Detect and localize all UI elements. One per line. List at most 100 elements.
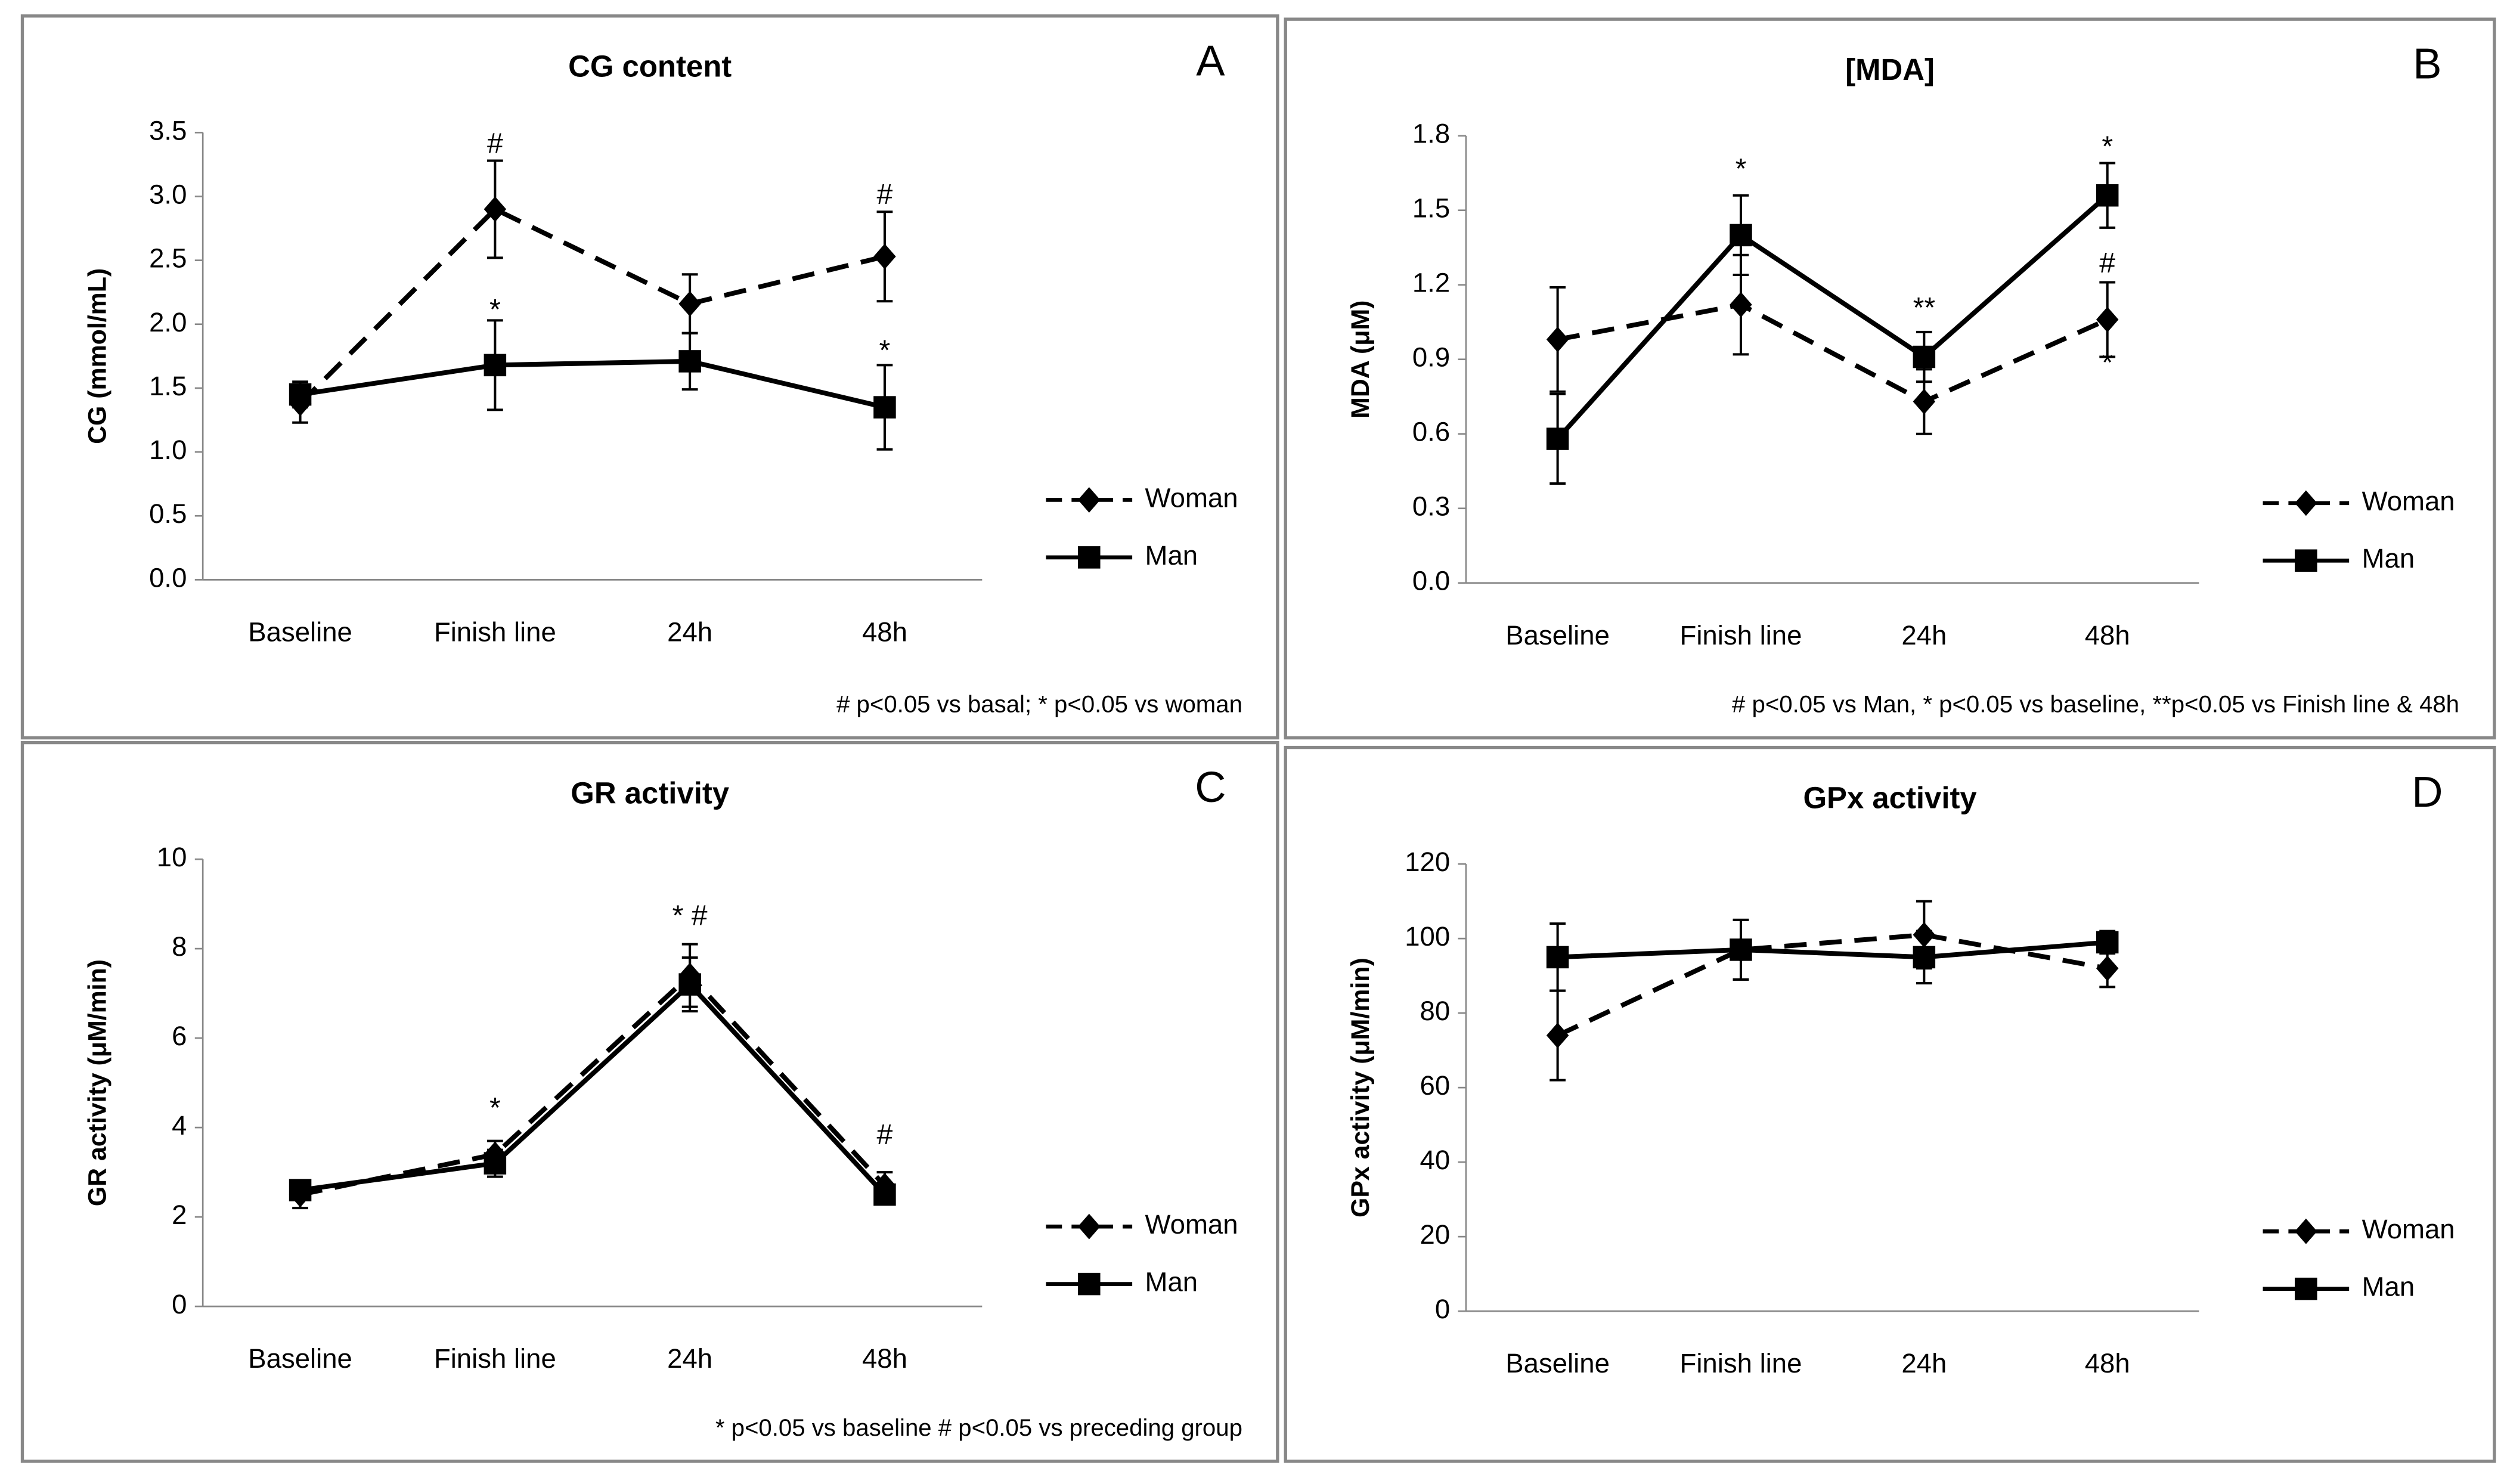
data-point (2096, 931, 2119, 954)
panel-border (20, 741, 1279, 1463)
legend-marker (1078, 1272, 1101, 1296)
legend-marker (1078, 1213, 1101, 1240)
y-tick-label: 0.3 (1412, 491, 1450, 522)
y-tick-label: 1.5 (1412, 193, 1450, 224)
y-tick-label: 80 (1420, 996, 1451, 1026)
y-axis-label: CG (mmol/mL) (83, 268, 111, 444)
data-point (1730, 224, 1752, 247)
data-point (1913, 345, 1936, 368)
panel: GR activity C GR activity (μM/min) 0 2 4 6 8 10 B… (20, 741, 1279, 1463)
data-point (1913, 389, 1936, 414)
legend-label: Woman (1145, 482, 1238, 513)
chart-title: GR activity (571, 776, 729, 810)
legend-marker (1078, 487, 1101, 513)
series-line (1557, 940, 2108, 960)
data-point (1546, 326, 1569, 352)
legend-marker (2295, 490, 2317, 516)
chart-title: CG content (568, 49, 732, 83)
y-tick-label: 0.0 (149, 562, 187, 593)
panel-letter: A (1196, 37, 1225, 85)
panel: CG content A CG (mmol/mL) 0.0 0.5 1.0 1.5 2.0 2.… (20, 14, 1279, 740)
data-point (873, 1183, 896, 1206)
x-tick-label: 24h (1901, 1348, 1947, 1378)
y-tick-label: 20 (1420, 1219, 1451, 1250)
legend-marker (2295, 1218, 2317, 1244)
data-point (678, 350, 701, 373)
y-tick-label: 3.5 (149, 115, 187, 145)
data-point (289, 383, 312, 406)
annotation: # (487, 128, 503, 160)
chart-title: GPx activity (1803, 780, 1977, 814)
x-tick-label: Baseline (1505, 620, 1610, 650)
y-axis-label: MDA (μM) (1346, 300, 1375, 419)
x-tick-label: Baseline (1505, 1348, 1610, 1378)
series-line (299, 972, 887, 1197)
x-tick-label: 24h (667, 616, 712, 647)
y-tick-label: 4 (172, 1110, 187, 1141)
y-tick-label: 0 (172, 1289, 187, 1319)
panel-border (20, 14, 1279, 740)
y-tick-label: 0.6 (1412, 417, 1450, 447)
panel-border (1284, 745, 2496, 1463)
series-line (1555, 193, 2109, 441)
x-tick-label: 24h (667, 1343, 712, 1374)
data-point (2096, 306, 2119, 333)
x-tick-label: Finish line (434, 1343, 556, 1374)
y-tick-label: 120 (1405, 847, 1450, 877)
legend-marker (2295, 549, 2317, 572)
annotation: # (877, 178, 893, 210)
legend-label: Woman (2362, 1214, 2455, 1244)
legend-label: Man (1145, 1267, 1198, 1297)
footnote: # p<0.05 vs basal; * p<0.05 vs woman (836, 691, 1242, 718)
annotation: * (2102, 346, 2113, 379)
data-point (2096, 184, 2119, 207)
annotation: * (489, 293, 501, 326)
y-tick-label: 10 (157, 842, 187, 872)
legend-marker (1078, 546, 1101, 569)
chart-title: [MDA] (1845, 52, 1935, 86)
y-tick-label: 0.9 (1412, 342, 1450, 373)
y-tick-label: 1.0 (149, 435, 187, 465)
footnote: * p<0.05 vs baseline # p<0.05 vs precedi… (715, 1414, 1242, 1441)
y-tick-label: 0 (1435, 1294, 1450, 1324)
legend-label: Man (2362, 543, 2415, 574)
y-tick-label: 2.5 (149, 243, 187, 274)
y-tick-label: 40 (1420, 1145, 1451, 1175)
x-tick-label: Finish line (434, 616, 556, 647)
y-tick-label: 2 (172, 1200, 187, 1230)
y-tick-label: 1.2 (1412, 268, 1450, 298)
data-point (1913, 946, 1936, 969)
y-tick-label: 6 (172, 1021, 187, 1051)
annotation: # (2099, 247, 2115, 279)
x-tick-label: Baseline (248, 616, 352, 647)
y-tick-label: 1.5 (149, 371, 187, 401)
panel: [MDA] B MDA (μM) 0.0 0.3 0.6 0.9 1.2 1.5 1.8 Basel… (1284, 17, 2496, 740)
annotation: * (879, 334, 891, 367)
data-point (1730, 292, 1752, 318)
panel-letter: C (1195, 764, 1226, 811)
annotation: * (2102, 130, 2113, 162)
x-tick-label: Finish line (1680, 620, 1802, 650)
series-line (1557, 302, 2109, 405)
data-point (1730, 938, 1752, 961)
data-point (1546, 946, 1569, 969)
data-point (484, 196, 507, 222)
data-point (678, 291, 701, 317)
annotation: # (877, 1119, 893, 1151)
y-axis-label: GR activity (μM/min) (83, 959, 111, 1206)
panel-letter: D (2412, 769, 2443, 816)
data-point (1546, 427, 1569, 450)
series-line (299, 358, 885, 410)
x-tick-label: 48h (2085, 1348, 2130, 1378)
y-tick-label: 2.0 (149, 307, 187, 337)
annotation: * # (673, 899, 708, 931)
data-point (484, 354, 507, 377)
footnote: # p<0.05 vs Man, * p<0.05 vs baseline, *… (1732, 691, 2459, 718)
panel-letter: B (2413, 41, 2441, 88)
y-tick-label: 1.8 (1412, 119, 1450, 149)
y-tick-label: 0.0 (1412, 566, 1450, 596)
panel-border (1284, 17, 2496, 740)
legend-marker (2295, 1277, 2317, 1300)
y-axis-label: GPx activity (μM/min) (1346, 958, 1375, 1217)
